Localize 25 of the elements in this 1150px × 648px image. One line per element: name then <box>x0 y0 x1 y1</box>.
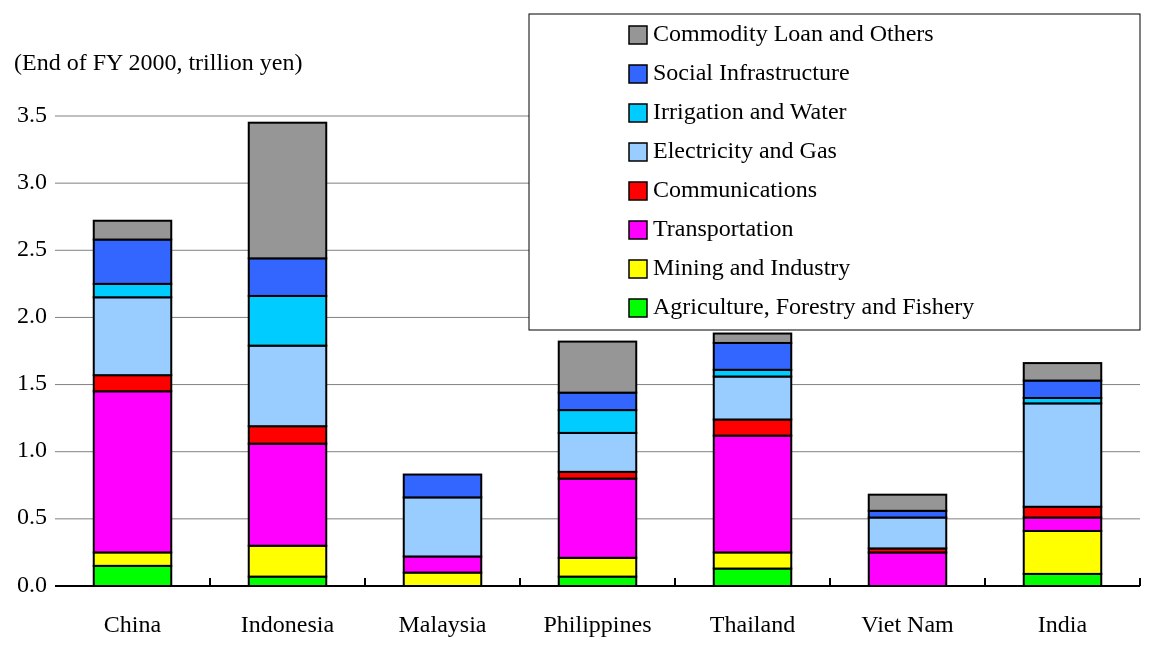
x-tick-label: China <box>103 611 162 637</box>
legend-label: Commodity Loan and Others <box>653 19 934 46</box>
x-tick-label: Indonesia <box>240 611 335 637</box>
legend-label: Irrigation and Water <box>653 97 847 124</box>
x-tick-label: India <box>1037 611 1088 637</box>
bar <box>867 516 948 550</box>
legend-label: Communications <box>653 175 817 202</box>
legend-label: Transportation <box>653 214 794 241</box>
y-tick-label: 3.0 <box>17 167 47 194</box>
y-tick-label: 1.0 <box>17 436 47 463</box>
x-tick-label: Philippines <box>543 611 652 637</box>
y-tick-label: 0.5 <box>17 503 47 530</box>
legend-label: Agriculture, Forestry and Fishery <box>653 292 975 319</box>
y-axis-title: (End of FY 2000, trillion yen) <box>14 49 303 75</box>
y-tick-label: 0.0 <box>17 570 47 597</box>
legend-label: Electricity and Gas <box>653 136 837 163</box>
legend-label: Social Infrastructure <box>653 58 850 85</box>
y-tick-label: 3.5 <box>17 100 47 127</box>
y-tick-label: 2.5 <box>17 234 47 261</box>
y-tick-label: 1.5 <box>17 369 47 396</box>
x-tick-label: Viet Nam <box>861 611 955 637</box>
legend-label: Mining and Industry <box>653 253 851 280</box>
x-tick-label: Malaysia <box>398 611 487 637</box>
y-tick-label: 2.0 <box>17 301 47 328</box>
x-tick-label: Thailand <box>709 611 796 637</box>
